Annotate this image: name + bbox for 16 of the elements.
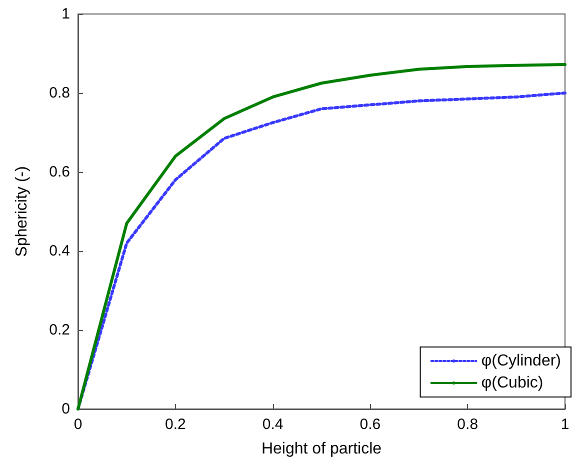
x-tick-label: 1 [560, 416, 570, 433]
y-tick-label: 0.6 [49, 164, 70, 180]
x-tick-label: 0.6 [360, 416, 381, 433]
x-tick-label: 0 [74, 416, 82, 433]
x-tick-label: 0.4 [262, 416, 284, 433]
y-tick-label: 1 [62, 6, 70, 22]
y-tick-label: 0.4 [49, 242, 70, 260]
y-tick-label: 0.2 [49, 322, 70, 338]
x-tick-label: 0.8 [457, 416, 478, 433]
x-axis-title: Height of particle [261, 440, 382, 458]
y-tick-label: 0 [62, 400, 70, 418]
y-tick-label: 0.8 [49, 84, 70, 102]
legend-label: φ(Cubic) [481, 374, 544, 392]
legend-label: φ(Cylinder) [481, 352, 561, 370]
y-axis-title: Sphericity (-) [14, 166, 30, 257]
x-tick-label: 0.2 [164, 416, 186, 433]
